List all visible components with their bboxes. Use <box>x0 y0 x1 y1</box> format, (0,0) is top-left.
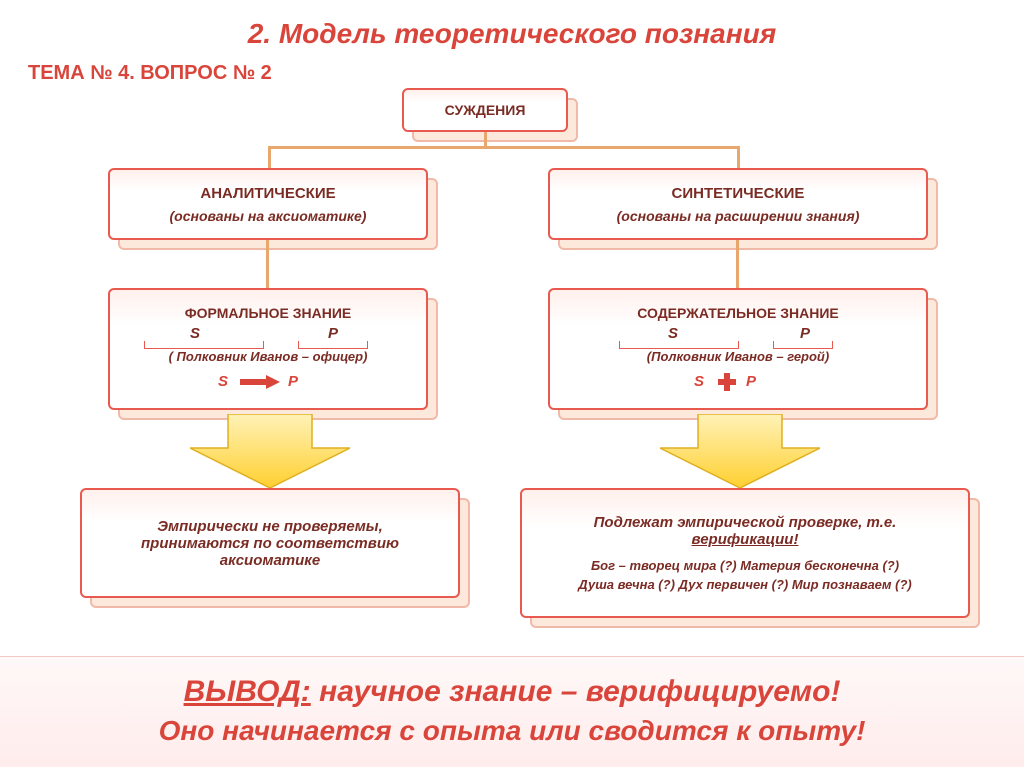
left2-rel-s: S <box>218 373 228 390</box>
conn-root-v <box>484 132 487 146</box>
right2-example: (Полковник Иванов – герой) <box>613 349 863 364</box>
right3-q1: Бог – творец мира (?) Материя бесконечна… <box>591 558 899 573</box>
left1-box: АНАЛИТИЧЕСКИЕ (основаны на аксиоматике) <box>108 168 428 240</box>
left2-bracket-s <box>144 341 264 349</box>
right3-q2: Душа вечна (?) Дух первичен (?) Мир позн… <box>578 577 911 592</box>
arrow-right <box>660 414 820 488</box>
left2-arrow-icon <box>240 375 280 389</box>
left3-line2: принимаются по соответствию <box>141 535 399 552</box>
right2-s: S <box>668 325 678 342</box>
right2-title: СОДЕРЖАТЕЛЬНОЕ ЗНАНИЕ <box>637 305 839 321</box>
right3-box: Подлежат эмпирической проверке, т.е. вер… <box>520 488 970 618</box>
right2-rel-s: S <box>694 373 704 390</box>
conclusion-text2: Оно начинается с опыта или сводится к оп… <box>0 715 1024 747</box>
root-box: СУЖДЕНИЯ <box>402 88 568 132</box>
right1-line2: (основаны на расширении знания) <box>617 208 860 224</box>
page-title: 2. Модель теоретического познания <box>0 0 1024 50</box>
left3-box: Эмпирически не проверяемы, принимаются п… <box>80 488 460 598</box>
left3-line3: аксиоматике <box>220 552 321 569</box>
right2-plus-icon <box>718 373 736 391</box>
left2-example: ( Полковник Иванов – офицер) <box>138 349 398 364</box>
left1-line2: (основаны на аксиоматике) <box>170 208 367 224</box>
page-subtitle: ТЕМА № 4. ВОПРОС № 2 <box>0 50 1024 85</box>
conclusion-band: ВЫВОД: научное знание – верифицируемо! О… <box>0 656 1024 767</box>
right2-bracket-s <box>619 341 739 349</box>
conclusion-label: ВЫВОД: <box>184 675 311 708</box>
right2-p: P <box>800 325 810 342</box>
left2-title: ФОРМАЛЬНОЕ ЗНАНИЕ <box>185 305 352 321</box>
right2-bracket-p <box>773 341 833 349</box>
left2-bracket-p <box>298 341 368 349</box>
left1-line1: АНАЛИТИЧЕСКИЕ <box>200 185 335 202</box>
conn-l1l2-left <box>266 240 269 288</box>
right3-line2: верификации! <box>692 531 799 548</box>
left2-s: S <box>190 325 200 342</box>
conn-root-h <box>268 146 740 149</box>
arrow-left <box>190 414 350 488</box>
conclusion-text1: научное знание – верифицируемо! <box>311 675 841 708</box>
root-label: СУЖДЕНИЯ <box>445 102 526 118</box>
left2-box: ФОРМАЛЬНОЕ ЗНАНИЕ S P ( Полковник Иванов… <box>108 288 428 410</box>
right2-rel-p: P <box>746 373 756 390</box>
right1-box: СИНТЕТИЧЕСКИЕ (основаны на расширении зн… <box>548 168 928 240</box>
left2-p: P <box>328 325 338 342</box>
left3-line1: Эмпирически не проверяемы, <box>157 518 383 535</box>
conn-root-dr <box>737 146 740 168</box>
conn-l1l2-right <box>736 240 739 288</box>
conn-root-dl <box>268 146 271 168</box>
right2-box: СОДЕРЖАТЕЛЬНОЕ ЗНАНИЕ S P (Полковник Ива… <box>548 288 928 410</box>
right3-line1: Подлежат эмпирической проверке, т.е. <box>594 514 897 531</box>
left2-rel-p: P <box>288 373 298 390</box>
right1-line1: СИНТЕТИЧЕСКИЕ <box>672 185 805 202</box>
